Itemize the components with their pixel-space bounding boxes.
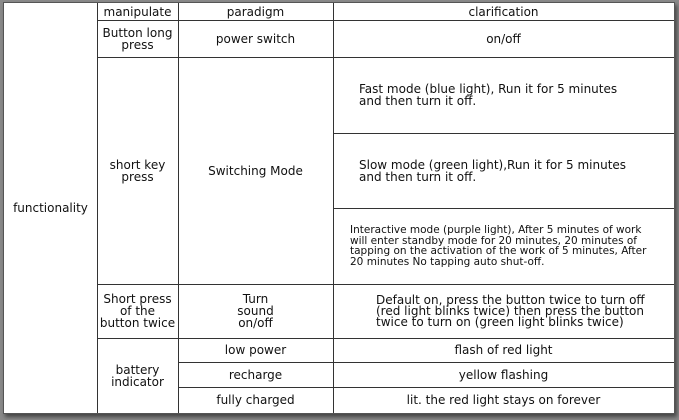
paradigm-recharge: recharge xyxy=(228,367,283,382)
divider xyxy=(178,362,674,363)
divider xyxy=(97,338,674,339)
paradigm-fully-charged: fully charged xyxy=(216,393,295,407)
divider xyxy=(178,3,179,413)
paradigm-power-switch: power switch xyxy=(215,31,296,46)
header-manipulate: manipulate xyxy=(103,4,172,19)
clarification-sound: Default on, press the button twice to tu… xyxy=(376,292,645,329)
header-clarification: clarification xyxy=(468,4,539,19)
divider xyxy=(97,3,98,413)
manipulate-double-press: Short press of the button twice xyxy=(99,292,176,330)
clarification-fast-mode: Fast mode (blue light), Run it for 5 min… xyxy=(359,82,618,108)
clarification-recharge: yellow flashing xyxy=(458,367,549,382)
manipulate-long-press: Button long press xyxy=(102,25,173,52)
spec-table: manipulate paradigm clarification functi… xyxy=(3,2,675,414)
divider xyxy=(97,284,674,285)
clarification-fully-charged: lit. the red light stays on forever xyxy=(406,393,601,407)
manipulate-short-press: short key press xyxy=(109,157,166,184)
manipulate-battery: battery indicator xyxy=(111,362,164,389)
clarification-low-power: flash of red light xyxy=(454,343,553,357)
divider xyxy=(178,387,674,388)
category-functionality: functionality xyxy=(13,201,88,215)
clarification-on-off: on/off xyxy=(486,31,521,46)
paradigm-sound: Turn sound on/off xyxy=(237,292,274,330)
paradigm-switching-mode: Switching Mode xyxy=(208,163,303,178)
header-paradigm: paradigm xyxy=(226,4,285,19)
divider xyxy=(333,133,674,134)
clarification-interactive-mode: Interactive mode (purple light), After 5… xyxy=(350,224,647,268)
divider xyxy=(97,57,674,58)
divider xyxy=(333,208,674,209)
clarification-slow-mode: Slow mode (green light),Run it for 5 min… xyxy=(359,157,627,184)
divider xyxy=(97,20,674,21)
paradigm-low-power: low power xyxy=(224,343,287,357)
